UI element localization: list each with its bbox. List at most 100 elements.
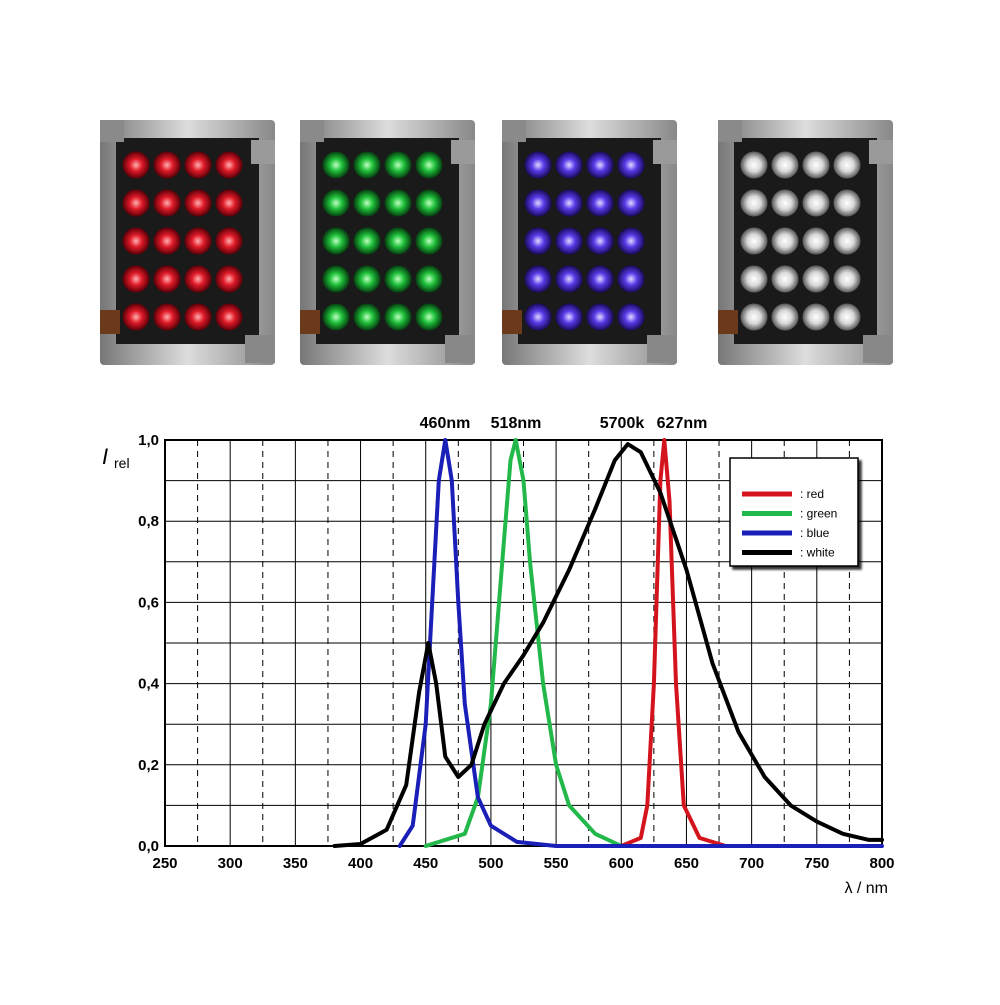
legend-label: : white [800, 546, 835, 560]
led [833, 265, 861, 293]
y-tick-label: 0,2 [138, 757, 159, 774]
led [415, 265, 443, 293]
led [184, 189, 212, 217]
led [771, 265, 799, 293]
led [555, 265, 583, 293]
panel-corner [300, 120, 324, 142]
led [833, 189, 861, 217]
led [524, 151, 552, 179]
led [384, 265, 412, 293]
panel-corner [718, 310, 738, 334]
led [153, 227, 181, 255]
led [322, 189, 350, 217]
annotation: 460nm [420, 415, 471, 432]
led [586, 303, 614, 331]
panel-corner [451, 140, 475, 164]
led [353, 227, 381, 255]
panel-corner [502, 310, 522, 334]
led [184, 151, 212, 179]
x-tick-label: 500 [478, 855, 503, 872]
legend-label: : green [800, 507, 837, 521]
led [415, 227, 443, 255]
led [833, 151, 861, 179]
led-panel [502, 120, 677, 365]
led [353, 303, 381, 331]
led [833, 303, 861, 331]
led [122, 227, 150, 255]
x-tick-label: 600 [609, 855, 634, 872]
led [384, 151, 412, 179]
x-tick-label: 350 [283, 855, 308, 872]
panel-corner [251, 140, 275, 164]
legend-label: : blue [800, 526, 830, 540]
led-panel [718, 120, 893, 365]
series-line [619, 438, 728, 848]
led [555, 227, 583, 255]
led [740, 265, 768, 293]
panel-corner [502, 120, 526, 142]
led-panel [300, 120, 475, 365]
led [586, 227, 614, 255]
x-tick-label: 750 [804, 855, 829, 872]
led [415, 189, 443, 217]
led [771, 189, 799, 217]
x-tick-label: 700 [739, 855, 764, 872]
led [384, 227, 412, 255]
led [617, 265, 645, 293]
led [322, 151, 350, 179]
panel-corner [653, 140, 677, 164]
panel-corner [445, 335, 475, 363]
annotation: 627nm [657, 415, 708, 432]
led [122, 151, 150, 179]
led [215, 227, 243, 255]
led [153, 189, 181, 217]
led [771, 303, 799, 331]
led [415, 303, 443, 331]
legend-label: : red [800, 487, 824, 501]
x-tick-label: 550 [544, 855, 569, 872]
led [353, 189, 381, 217]
led [215, 265, 243, 293]
y-tick-label: 0,0 [138, 838, 159, 855]
legend: : red : green : blue : white [729, 457, 859, 567]
led [586, 189, 614, 217]
led [215, 189, 243, 217]
panel-corner [647, 335, 677, 363]
led [415, 151, 443, 179]
led [215, 303, 243, 331]
led [153, 303, 181, 331]
led [322, 265, 350, 293]
annotation: 518nm [491, 415, 542, 432]
chart: 250 300 350 400 450 500 550 600 650 700 750 800 0,0 0… [102, 415, 895, 897]
led [802, 189, 830, 217]
panel-corner [245, 335, 275, 363]
led [586, 151, 614, 179]
led [802, 303, 830, 331]
x-tick-label: 450 [413, 855, 438, 872]
led [524, 265, 552, 293]
led [771, 151, 799, 179]
panel-corner [863, 335, 893, 363]
led [184, 265, 212, 293]
led [322, 303, 350, 331]
led [184, 303, 212, 331]
led [184, 227, 212, 255]
panel-corner [100, 120, 124, 142]
led [122, 265, 150, 293]
x-axis-label: λ / nm [844, 880, 888, 897]
led [740, 189, 768, 217]
led [617, 227, 645, 255]
led [617, 303, 645, 331]
series-line [423, 438, 624, 848]
led [524, 303, 552, 331]
led [802, 151, 830, 179]
annotation: 5700k [600, 415, 645, 432]
led [122, 303, 150, 331]
y-tick-label: 0,4 [138, 676, 160, 693]
led [524, 227, 552, 255]
product-images [100, 120, 893, 365]
led [771, 227, 799, 255]
led [833, 227, 861, 255]
y-axis-label-sub: rel [114, 455, 130, 471]
